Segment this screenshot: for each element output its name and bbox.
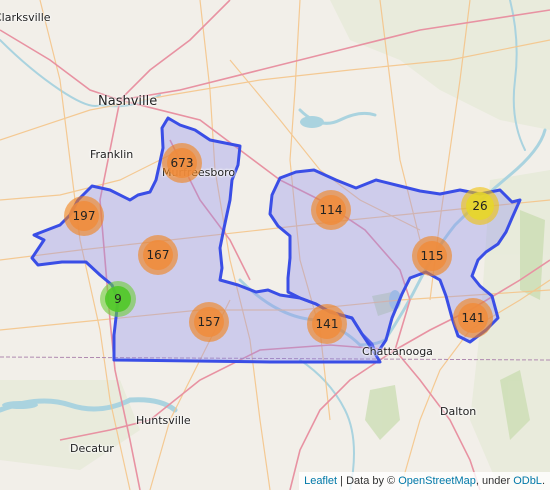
- cluster-marker[interactable]: 197: [64, 196, 104, 236]
- cluster-count: 115: [417, 241, 447, 271]
- cluster-count: 167: [143, 240, 173, 270]
- city-label-nashville: Nashville: [98, 94, 158, 109]
- cluster-count: 9: [105, 286, 131, 312]
- cluster-marker[interactable]: 141: [307, 304, 347, 344]
- map-attribution: Leaflet | Data by © OpenStreetMap, under…: [299, 472, 550, 490]
- cluster-marker[interactable]: 114: [311, 190, 351, 230]
- attribution-text: , under: [475, 475, 514, 487]
- city-label-dalton: Dalton: [440, 405, 477, 418]
- cluster-marker[interactable]: 141: [453, 298, 493, 338]
- cluster-count: 141: [312, 309, 342, 339]
- cluster-count: 197: [69, 201, 99, 231]
- openstreetmap-link[interactable]: OpenStreetMap: [398, 475, 476, 487]
- cluster-count: 141: [458, 303, 488, 333]
- leaflet-link[interactable]: Leaflet: [304, 475, 338, 487]
- attribution-text: | Data by ©: [337, 475, 399, 487]
- attribution-text: .: [541, 475, 545, 487]
- city-label-decatur: Decatur: [70, 442, 114, 455]
- city-label-clarksville: Clarksville: [0, 11, 51, 24]
- state-boundary: [0, 356, 550, 361]
- cluster-count: 26: [466, 192, 494, 220]
- cluster-marker[interactable]: 26: [461, 187, 499, 225]
- city-label-huntsville: Huntsville: [136, 414, 191, 427]
- cluster-count: 673: [167, 148, 197, 178]
- cluster-marker[interactable]: 9: [100, 281, 136, 317]
- cluster-marker[interactable]: 167: [138, 235, 178, 275]
- city-label-chattanooga: Chattanooga: [362, 345, 433, 358]
- cluster-marker[interactable]: 115: [412, 236, 452, 276]
- cluster-count: 157: [194, 307, 224, 337]
- cluster-marker[interactable]: 157: [189, 302, 229, 342]
- cluster-marker[interactable]: 673: [162, 143, 202, 183]
- city-label-franklin: Franklin: [90, 148, 134, 161]
- cluster-count: 114: [316, 195, 346, 225]
- forest-layer: [365, 210, 545, 440]
- odbl-link[interactable]: ODbL: [513, 475, 542, 487]
